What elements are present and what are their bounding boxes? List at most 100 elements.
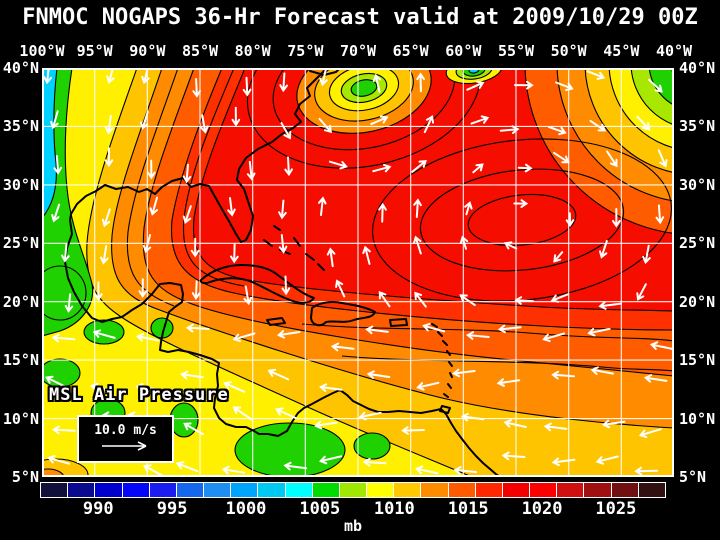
- wind-arrow: [553, 151, 570, 164]
- wind-arrow: [89, 382, 114, 392]
- wind-arrow: [51, 203, 61, 223]
- wind-arrow: [192, 78, 201, 98]
- wind-arrow: [466, 331, 490, 340]
- colorbar-cell: [339, 483, 368, 497]
- wind-arrow: [401, 426, 425, 435]
- colorbar-tick-label: 1010: [373, 499, 415, 519]
- wind-arrow: [182, 163, 192, 184]
- wind-arrow: [142, 234, 152, 254]
- wind-arrow: [636, 283, 647, 301]
- wind-arrow: [319, 68, 328, 87]
- lon-tick-label: 50°W: [550, 42, 587, 60]
- colorbar-tick-label: 995: [156, 499, 188, 519]
- lon-tick-label: 60°W: [445, 42, 482, 60]
- lat-tick-label-right: 30°N: [679, 175, 716, 194]
- wind-arrow: [413, 198, 422, 218]
- colorbar-cell: [448, 483, 476, 497]
- colorbar-cell: [421, 483, 449, 497]
- colorbar-tick-label: 990: [82, 499, 114, 519]
- lat-tick-label-left: 40°N: [2, 59, 39, 77]
- wind-arrow: [283, 461, 307, 471]
- wind-arrow: [104, 115, 114, 135]
- wind-arrow: [565, 212, 575, 227]
- wind-arrow: [499, 125, 520, 134]
- wind-arrow: [246, 160, 256, 181]
- wind-arrow: [643, 374, 668, 383]
- wind-arrow: [416, 381, 440, 391]
- lat-tick-label-left: 10°N: [2, 409, 39, 428]
- wind-arrow: [279, 72, 288, 93]
- colorbar-cell: [95, 483, 123, 497]
- colorbar-cell: [584, 483, 612, 497]
- colorbar-cell: [68, 483, 96, 497]
- field-label: MSL Air Pressure: [49, 385, 229, 405]
- lon-tick-label: 65°W: [392, 42, 429, 60]
- wind-arrow: [548, 126, 567, 136]
- colorbar-cell: [502, 483, 531, 497]
- wind-arrow: [414, 291, 427, 308]
- wind-arrow: [460, 412, 485, 422]
- wind-arrow: [612, 207, 621, 228]
- wind-arrow: [94, 281, 103, 301]
- lon-tick-label: 95°W: [76, 42, 113, 60]
- wind-arrow: [284, 156, 293, 177]
- forecast-map: [42, 68, 674, 477]
- wind-arrow: [135, 383, 159, 392]
- wind-arrow: [138, 278, 148, 298]
- wind-arrow: [185, 323, 210, 333]
- lon-tick-label: 100°W: [19, 42, 65, 60]
- wind-arrow: [318, 455, 343, 465]
- wind-arrow: [190, 237, 200, 258]
- wind-arrow: [182, 205, 192, 224]
- wind-arrow: [586, 70, 606, 80]
- lat-tick-label-right: 20°N: [679, 292, 716, 311]
- wind-arrow: [326, 247, 336, 268]
- wind-arrow: [221, 465, 246, 475]
- colorbar-cell: [611, 483, 639, 497]
- wind-arrow: [464, 201, 473, 216]
- wind-arrow: [497, 324, 522, 334]
- wind-arrow: [100, 245, 109, 265]
- wind-arrow: [378, 290, 391, 308]
- wind-arrow: [280, 122, 292, 140]
- lat-tick-label-left: 20°N: [2, 292, 39, 311]
- wind-arrow: [551, 457, 576, 467]
- colorbar-unit: mb: [343, 517, 363, 535]
- wind-arrow: [231, 106, 241, 127]
- wind-arrow: [598, 301, 622, 310]
- wind-arrow: [278, 199, 287, 220]
- wind-arrow: [655, 204, 665, 225]
- lat-tick-label-right: 40°N: [679, 59, 716, 77]
- lon-tick-label: 40°W: [655, 42, 693, 60]
- wind-scale-legend: 10.0 m/s: [77, 415, 174, 463]
- wind-arrow: [318, 117, 332, 134]
- lon-tick-label: 80°W: [234, 42, 271, 60]
- wind-arrow: [503, 241, 518, 250]
- wind-arrow: [358, 411, 382, 421]
- colorbar-cell: [41, 483, 69, 497]
- colorbar-cell: [149, 483, 177, 497]
- wind-arrow: [466, 80, 485, 91]
- page-title: FNMOC NOGAPS 36-Hr Forecast valid at 200…: [22, 5, 698, 30]
- wind-arrow: [335, 279, 346, 298]
- colorbar-cell: [557, 483, 585, 497]
- wind-arrow: [514, 80, 534, 90]
- wind-arrow: [459, 235, 469, 250]
- wind-arrow: [657, 149, 668, 168]
- wind-arrow: [180, 370, 204, 380]
- high-pressure-contours: [372, 138, 672, 302]
- wind-arrow: [416, 72, 425, 93]
- wind-arrow: [61, 242, 70, 263]
- wind-arrow: [200, 114, 209, 134]
- wind-arrow: [147, 159, 156, 180]
- wind-arrow: [366, 370, 391, 379]
- wind-arrow: [472, 163, 484, 174]
- lat-tick-label-left: 30°N: [2, 175, 39, 194]
- wind-arrow: [638, 428, 662, 438]
- lat-tick-label-right: 15°N: [679, 351, 716, 370]
- colorbar-cell: [231, 483, 259, 497]
- colorbar-cell: [176, 483, 205, 497]
- wind-arrow: [314, 420, 338, 430]
- colorbar-cell: [638, 483, 665, 497]
- wind-arrow: [642, 244, 651, 265]
